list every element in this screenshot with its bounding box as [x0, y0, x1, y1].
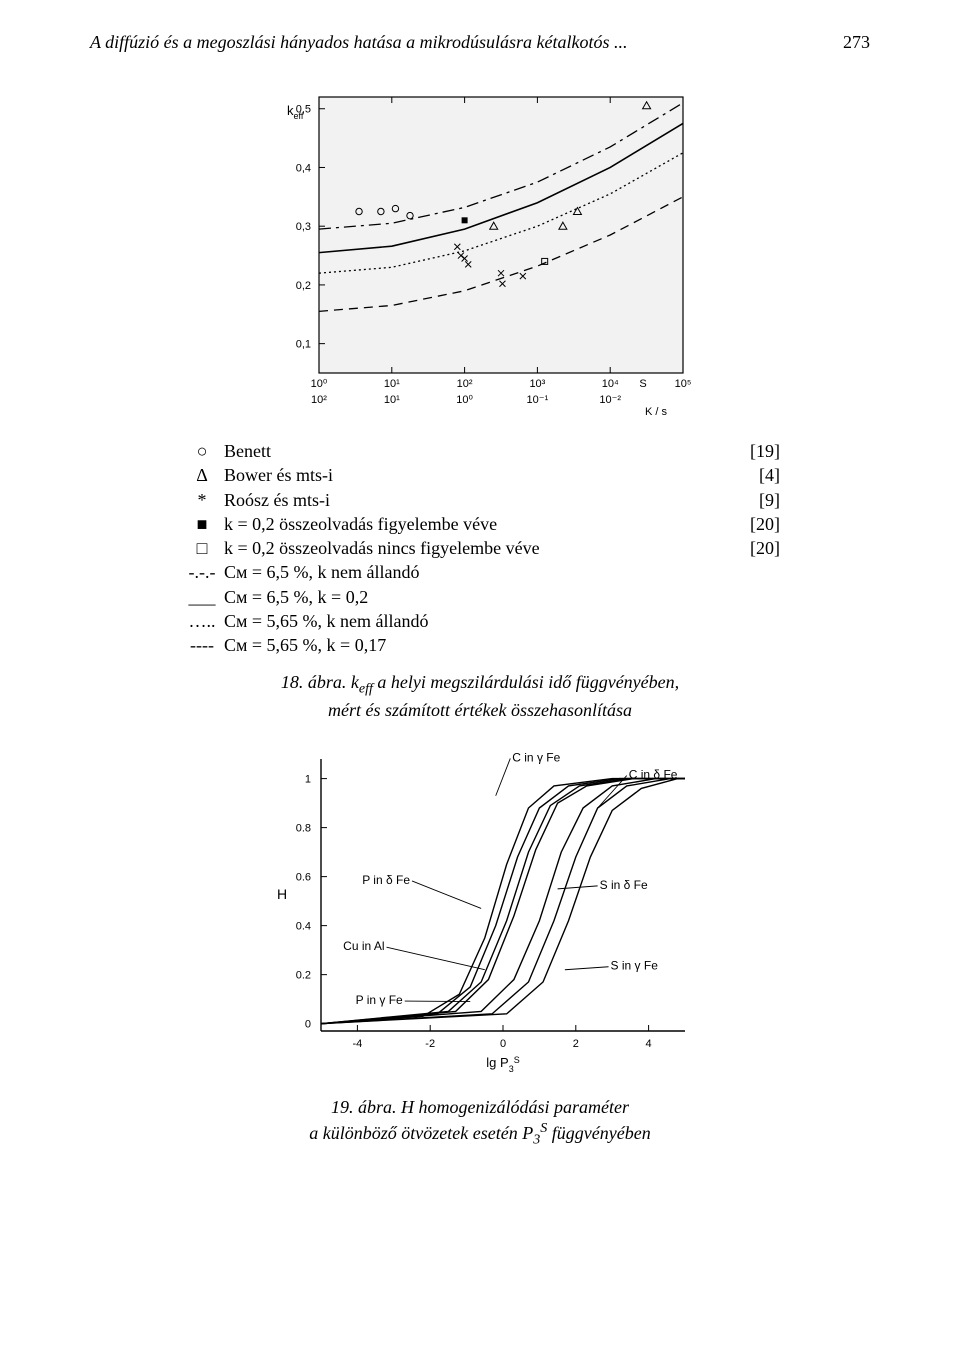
legend-symbol: …..: [180, 609, 224, 633]
legend-ref: [9]: [730, 488, 780, 512]
svg-text:2: 2: [573, 1038, 579, 1050]
svg-text:-2: -2: [425, 1038, 435, 1050]
svg-text:C in γ Fe: C in γ Fe: [512, 750, 560, 764]
legend-row: ΔBower és mts-i[4]: [180, 463, 780, 487]
figure-18: 0,10,20,30,40,5keff10⁰10¹10²10³10⁴10⁵S10…: [90, 81, 870, 421]
legend-row: □k = 0,2 összeolvadás nincs figyelembe v…: [180, 536, 780, 560]
svg-text:0: 0: [500, 1038, 506, 1050]
legend-label: Cᴍ = 6,5 %, k nem állandó: [224, 560, 730, 584]
legend-label: Cᴍ = 5,65 %, k = 0,17: [224, 633, 730, 657]
figure-18-legend: ○Benett[19]ΔBower és mts-i[4]*Roósz és m…: [180, 439, 780, 658]
svg-text:0,3: 0,3: [296, 221, 311, 233]
figure-19-caption: 19. ábra. H homogenizálódási paraméter a…: [90, 1095, 870, 1150]
caption-18-lead: 18. ábra.: [281, 672, 351, 692]
legend-symbol: ----: [180, 633, 224, 657]
figure-19-svg: 0 0.2 0.4 0.6 0.8 1 H -4 -2 0 2 4 lg P3S C in γ Fe C i…: [265, 747, 695, 1077]
svg-text:10²: 10²: [457, 378, 473, 390]
legend-row: ----Cᴍ = 5,65 %, k = 0,17: [180, 633, 780, 657]
svg-text:4: 4: [646, 1038, 652, 1050]
svg-text:10⁴: 10⁴: [602, 378, 619, 390]
legend-row: *Roósz és mts-i[9]: [180, 488, 780, 512]
legend-ref: [20]: [730, 536, 780, 560]
figure-18-svg: 0,10,20,30,40,5keff10⁰10¹10²10³10⁴10⁵S10…: [265, 81, 695, 421]
caption-18-k: k: [351, 672, 359, 692]
svg-text:S in γ Fe: S in γ Fe: [611, 958, 659, 972]
svg-text:10⁰: 10⁰: [311, 378, 328, 390]
svg-text:10⁰: 10⁰: [456, 394, 473, 406]
caption-19-l2a: a különböző ötvözetek esetén P: [309, 1123, 533, 1143]
legend-symbol: -.-.-: [180, 560, 224, 584]
svg-text:0,2: 0,2: [296, 280, 311, 292]
svg-text:10¹: 10¹: [384, 378, 400, 390]
figure-19: 0 0.2 0.4 0.6 0.8 1 H -4 -2 0 2 4 lg P3S C in γ Fe C i…: [90, 747, 870, 1077]
svg-text:0,1: 0,1: [296, 339, 311, 351]
legend-ref: [19]: [730, 439, 780, 463]
legend-row: ■k = 0,2 összeolvadás figyelembe véve[20…: [180, 512, 780, 536]
legend-row: ○Benett[19]: [180, 439, 780, 463]
caption-19-lead: 19. ábra.: [331, 1097, 401, 1117]
svg-text:10²: 10²: [311, 394, 327, 406]
svg-text:C in δ Fe: C in δ Fe: [629, 767, 678, 781]
svg-text:K / s: K / s: [645, 406, 668, 418]
svg-text:0,4: 0,4: [296, 162, 311, 174]
legend-label: Roósz és mts-i: [224, 488, 730, 512]
caption-19-l1: H homogenizálódási paraméter: [401, 1097, 629, 1117]
svg-text:10⁵: 10⁵: [675, 378, 692, 390]
legend-ref: [20]: [730, 512, 780, 536]
legend-label: Benett: [224, 439, 730, 463]
svg-text:lg P3S: lg P3S: [486, 1055, 519, 1074]
svg-text:S in δ Fe: S in δ Fe: [600, 877, 648, 891]
legend-row: -.-.-Cᴍ = 6,5 %, k nem állandó: [180, 560, 780, 584]
svg-text:S: S: [639, 378, 646, 390]
svg-text:-4: -4: [353, 1038, 363, 1050]
svg-text:1: 1: [305, 773, 311, 785]
legend-label: k = 0,2 összeolvadás nincs figyelembe vé…: [224, 536, 730, 560]
running-header: A diffúzió és a megoszlási hányados hatá…: [90, 32, 870, 53]
svg-text:10³: 10³: [529, 378, 545, 390]
legend-label: Bower és mts-i: [224, 463, 730, 487]
page-number: 273: [843, 32, 870, 53]
svg-text:Cu in Al: Cu in Al: [343, 939, 384, 953]
legend-row: ___Cᴍ = 6,5 %, k = 0,2: [180, 585, 780, 609]
figure-18-caption: 18. ábra. keff a helyi megszilárdulási i…: [90, 670, 870, 723]
caption-18-sub: eff: [359, 680, 373, 696]
legend-symbol: Δ: [180, 463, 224, 487]
legend-row: …..Cᴍ = 5,65 %, k nem állandó: [180, 609, 780, 633]
legend-symbol: ___: [180, 585, 224, 609]
svg-text:0.8: 0.8: [296, 822, 311, 834]
legend-label: k = 0,2 összeolvadás figyelembe véve: [224, 512, 730, 536]
legend-symbol: □: [180, 536, 224, 560]
svg-text:P in δ Fe: P in δ Fe: [362, 872, 410, 886]
legend-symbol: ○: [180, 439, 224, 463]
running-title: A diffúzió és a megoszlási hányados hatá…: [90, 32, 628, 53]
svg-text:10⁻¹: 10⁻¹: [527, 394, 549, 406]
caption-18-l1b: a helyi megszilárdulási idő függvényében…: [373, 672, 679, 692]
legend-ref: [4]: [730, 463, 780, 487]
legend-label: Cᴍ = 6,5 %, k = 0,2: [224, 585, 730, 609]
svg-text:10⁻²: 10⁻²: [599, 394, 621, 406]
legend-symbol: *: [180, 488, 224, 512]
legend-label: Cᴍ = 5,65 %, k nem állandó: [224, 609, 730, 633]
legend-symbol: ■: [180, 512, 224, 536]
svg-text:0.6: 0.6: [296, 871, 311, 883]
svg-text:10¹: 10¹: [384, 394, 400, 406]
svg-text:0.4: 0.4: [296, 920, 311, 932]
caption-19-l2b: függvényében: [547, 1123, 650, 1143]
svg-text:0.2: 0.2: [296, 969, 311, 981]
svg-text:P in γ Fe: P in γ Fe: [356, 993, 403, 1007]
caption-18-l2: mért és számított értékek összehasonlítá…: [328, 700, 632, 720]
svg-text:0: 0: [305, 1018, 311, 1030]
svg-text:H: H: [277, 886, 287, 902]
